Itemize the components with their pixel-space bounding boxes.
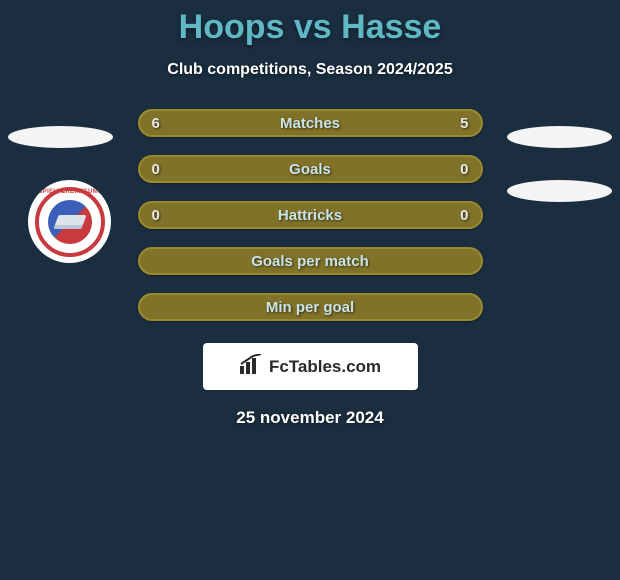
- stat-row-goals-per-match: Goals per match: [138, 247, 483, 275]
- stat-row-goals: 0 Goals 0: [138, 155, 483, 183]
- stats-container: 6 Matches 5 0 Goals 0 0 Hattricks 0 Goal…: [138, 109, 483, 321]
- stat-label: Hattricks: [278, 207, 342, 224]
- club-badge: SPIELVEREINIGUNG: [28, 180, 111, 263]
- page-subtitle: Club competitions, Season 2024/2025: [0, 61, 620, 79]
- player-left-placeholder-1: [8, 126, 113, 148]
- watermark-text: FcTables.com: [269, 357, 381, 377]
- stat-right-value: 5: [449, 115, 469, 132]
- chart-bars-icon: [239, 354, 263, 379]
- stat-label: Min per goal: [152, 299, 469, 316]
- page-title: Hoops vs Hasse: [0, 0, 620, 47]
- stat-row-min-per-goal: Min per goal: [138, 293, 483, 321]
- stat-right-value: 0: [449, 161, 469, 178]
- stat-row-hattricks: 0 Hattricks 0: [138, 201, 483, 229]
- badge-stadium-shape: [53, 215, 86, 229]
- date-text: 25 november 2024: [0, 408, 620, 428]
- stat-right-value: 0: [449, 207, 469, 224]
- stat-label: Goals: [289, 161, 331, 178]
- stat-left-value: 6: [152, 115, 172, 132]
- player-right-placeholder-2: [507, 180, 612, 202]
- watermark: FcTables.com: [203, 343, 418, 390]
- stat-row-matches: 6 Matches 5: [138, 109, 483, 137]
- badge-ring-text: SPIELVEREINIGUNG: [39, 189, 101, 195]
- stat-left-value: 0: [152, 207, 172, 224]
- stat-label: Matches: [280, 115, 340, 132]
- badge-core: [48, 200, 92, 244]
- stat-left-value: 0: [152, 161, 172, 178]
- player-right-placeholder-1: [507, 126, 612, 148]
- stat-label: Goals per match: [152, 253, 469, 270]
